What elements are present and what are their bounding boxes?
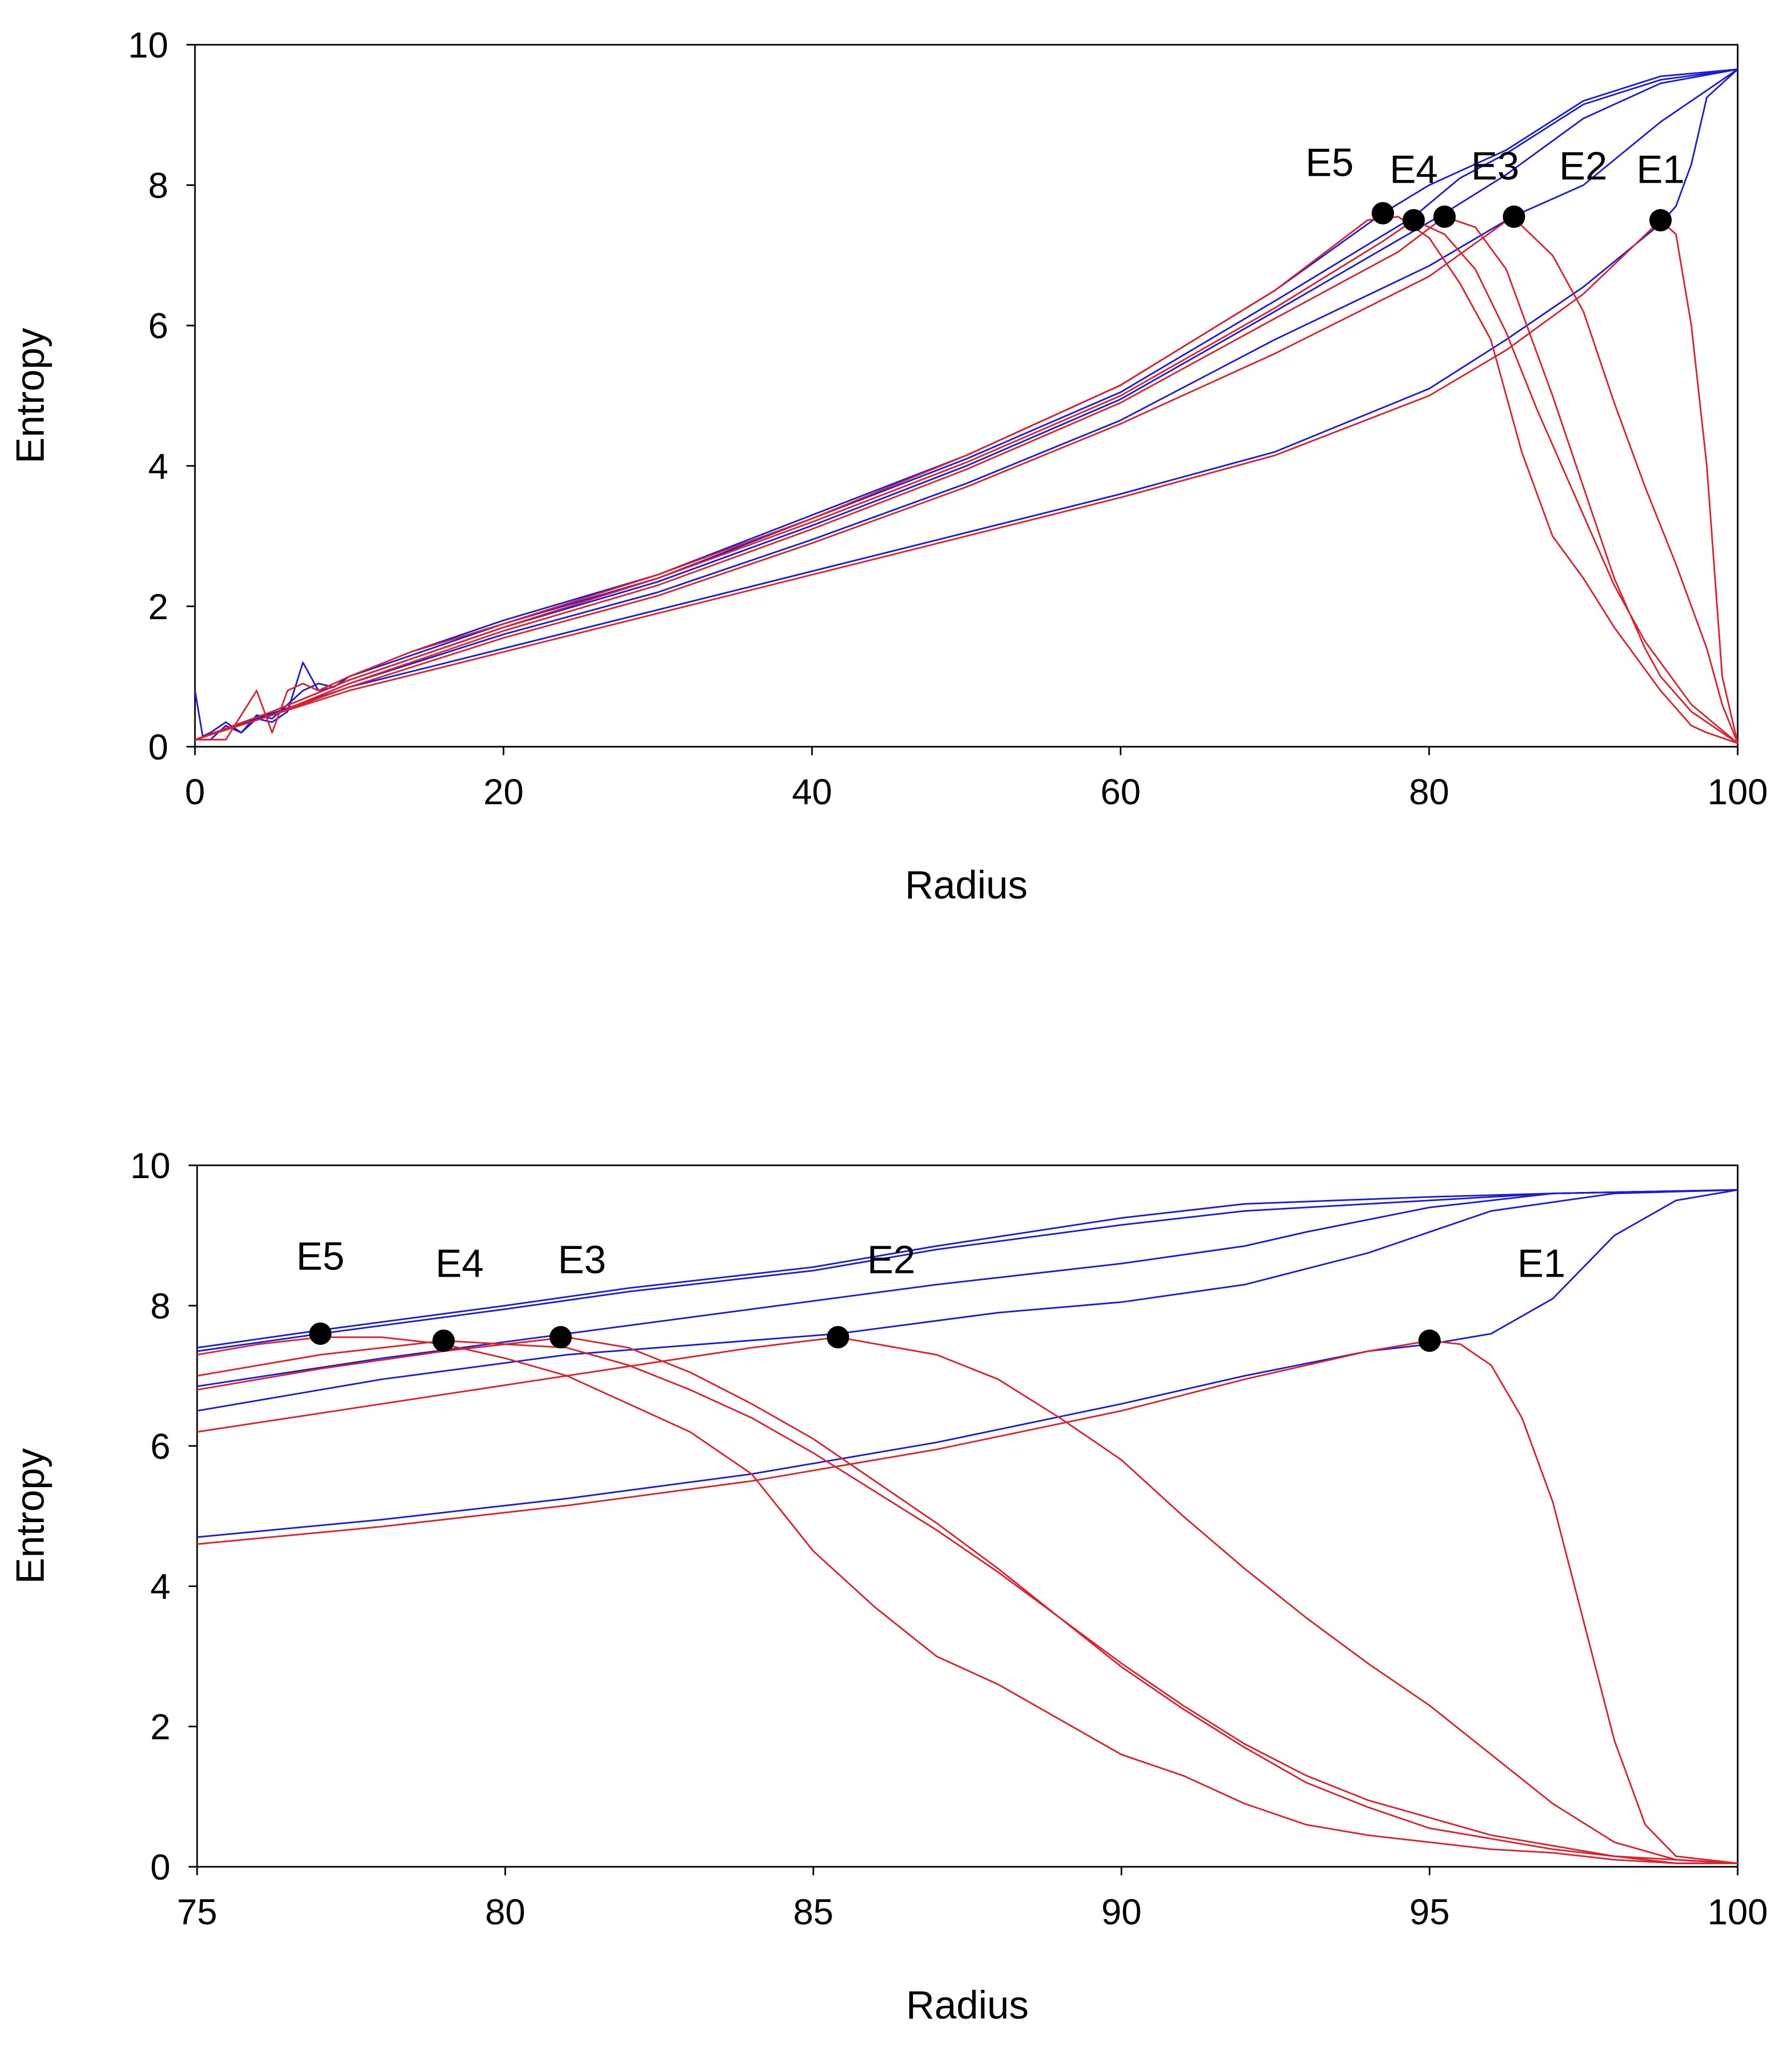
y-tick-label: 0 bbox=[148, 727, 168, 767]
marker-label-e5: E5 bbox=[296, 1234, 345, 1278]
marker-label-e2: E2 bbox=[867, 1238, 916, 1282]
marker-e5 bbox=[309, 1322, 332, 1345]
y-tick-label: 6 bbox=[150, 1426, 170, 1467]
x-tick-label: 20 bbox=[483, 772, 524, 812]
series-line-red bbox=[195, 216, 1738, 744]
marker-e2 bbox=[1503, 205, 1526, 228]
x-tick-label: 90 bbox=[1101, 1892, 1142, 1932]
marker-label-e1: E1 bbox=[1636, 148, 1685, 192]
marker-e2 bbox=[827, 1326, 850, 1349]
y-axis-title: Entropy bbox=[8, 328, 52, 463]
y-tick-label: 0 bbox=[150, 1847, 170, 1888]
series-line-blue bbox=[197, 1189, 1738, 1387]
chart-top: 0 20 40 60 80 100 0 2 4 6 8 10 Radius Entropy E5 E4 E3 E2… bbox=[8, 25, 1768, 907]
series-line-blue bbox=[197, 1189, 1738, 1352]
marker-label-e5: E5 bbox=[1306, 140, 1354, 184]
x-tick-label: 85 bbox=[793, 1892, 834, 1932]
marker-e1 bbox=[1418, 1329, 1441, 1352]
marker-e1 bbox=[1649, 209, 1672, 232]
marker-e4 bbox=[1402, 209, 1425, 232]
series-line-blue bbox=[195, 68, 1739, 741]
y-tick-label: 2 bbox=[150, 1707, 170, 1747]
x-tick-label: 100 bbox=[1707, 1892, 1767, 1932]
marker-label-e3: E3 bbox=[1471, 144, 1520, 188]
plot-area bbox=[194, 44, 1739, 748]
series-line-red bbox=[195, 216, 1738, 744]
marker-e4 bbox=[432, 1329, 455, 1352]
x-axis-title: Radius bbox=[906, 1983, 1029, 2027]
marker-label-e4: E4 bbox=[435, 1241, 484, 1285]
x-tick-label: 95 bbox=[1410, 1892, 1450, 1932]
x-tick-label: 80 bbox=[485, 1892, 526, 1932]
marker-label-e3: E3 bbox=[558, 1238, 606, 1282]
marker-e3 bbox=[549, 1326, 572, 1349]
series-group bbox=[195, 68, 1739, 744]
marker-e3 bbox=[1433, 205, 1456, 228]
series-line-red bbox=[197, 1336, 1738, 1864]
y-tick-label: 8 bbox=[148, 166, 168, 206]
x-axis-title: Radius bbox=[905, 863, 1028, 907]
x-tick-label: 40 bbox=[792, 772, 833, 812]
marker-label-e4: E4 bbox=[1390, 148, 1438, 192]
series-line-red bbox=[197, 1340, 1738, 1864]
y-tick-label: 10 bbox=[130, 1146, 170, 1186]
y-tick-label: 6 bbox=[148, 306, 168, 346]
y-tick-label: 10 bbox=[128, 25, 168, 66]
series-line-red bbox=[197, 1336, 1738, 1864]
plot-area bbox=[196, 1164, 1739, 1868]
x-tick-label: 100 bbox=[1707, 772, 1767, 812]
y-tick-label: 4 bbox=[148, 446, 168, 487]
x-tick-label: 0 bbox=[185, 772, 205, 812]
y-tick-label: 2 bbox=[148, 586, 168, 627]
series-line-red bbox=[197, 1336, 1738, 1864]
series-line-blue bbox=[197, 1189, 1738, 1538]
marker-label-e1: E1 bbox=[1517, 1241, 1566, 1285]
x-tick-label: 60 bbox=[1101, 772, 1141, 812]
chart-bottom: 75 80 85 90 95 100 0 2 4 6 8 10 Radius Entropy E5 E4 E3 E… bbox=[8, 1146, 1768, 2027]
series-line-blue bbox=[197, 1189, 1738, 1349]
x-tick-label: 80 bbox=[1409, 772, 1449, 812]
series-line-red bbox=[195, 219, 1739, 744]
y-tick-label: 4 bbox=[150, 1566, 170, 1607]
series-line-blue bbox=[197, 1189, 1738, 1412]
series-group bbox=[197, 1189, 1738, 1864]
series-line-red bbox=[195, 216, 1739, 744]
y-axis-title: Entropy bbox=[8, 1448, 52, 1584]
series-line-red bbox=[195, 219, 1738, 744]
series-line-red bbox=[197, 1340, 1738, 1864]
marker-label-e2: E2 bbox=[1559, 144, 1608, 188]
x-tick-label: 75 bbox=[177, 1892, 217, 1932]
marker-e5 bbox=[1371, 202, 1394, 225]
y-tick-label: 8 bbox=[150, 1286, 170, 1326]
